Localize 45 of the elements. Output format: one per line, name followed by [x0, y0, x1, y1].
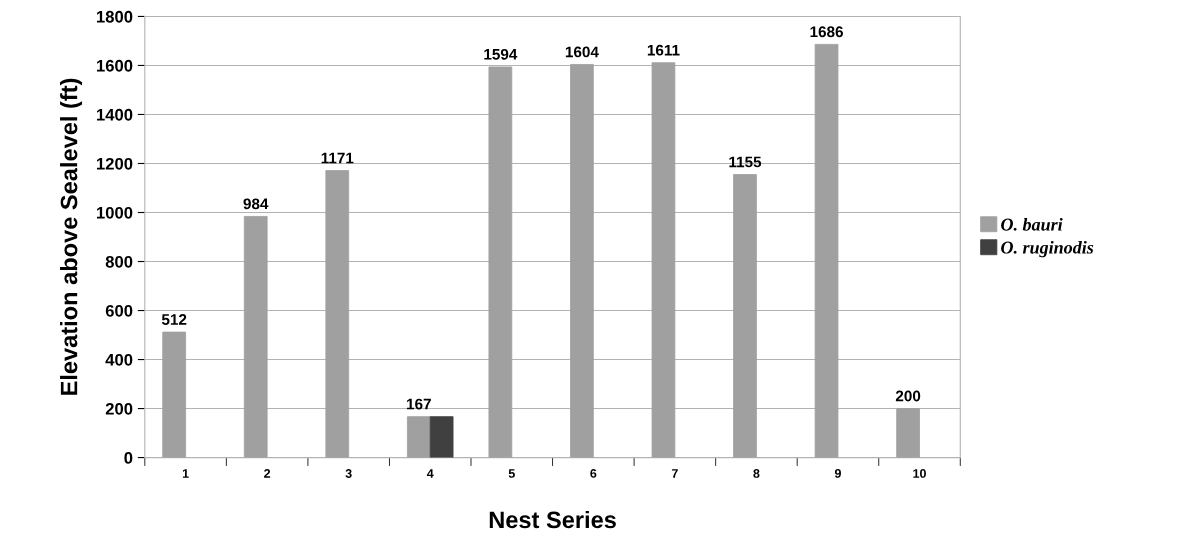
data-label: 1171: [321, 152, 354, 164]
bar: [429, 416, 454, 458]
x-tick-label: 2: [264, 469, 271, 478]
y-tick-label: 400: [105, 353, 133, 366]
bar: [325, 170, 350, 458]
data-label: 1686: [810, 26, 843, 38]
x-tick-label: 6: [590, 469, 597, 478]
x-tick-label: 9: [834, 469, 841, 478]
data-label: 512: [161, 314, 187, 325]
bar: [814, 43, 839, 458]
bar: [406, 416, 431, 458]
x-tick-label: 3: [345, 469, 352, 478]
y-tick-label: 1600: [96, 59, 133, 72]
bar: [162, 331, 187, 458]
data-label: 200: [895, 390, 921, 402]
data-label: 167: [407, 398, 431, 410]
bar: [488, 66, 513, 458]
x-tick-label: 1: [182, 469, 189, 478]
y-tick-label: 800: [105, 255, 133, 268]
data-label: 1604: [565, 46, 599, 58]
bar: [733, 174, 757, 458]
y-tick-label: 1400: [96, 108, 133, 121]
x-axis-title: Nest Series: [489, 510, 616, 529]
x-tick-label: 10: [913, 469, 926, 478]
bar: [651, 62, 676, 458]
bar: [243, 216, 268, 458]
bar: [896, 408, 920, 458]
x-tick-label: 7: [671, 469, 678, 478]
legend-label: O. bauri: [1001, 217, 1063, 231]
data-label: 984: [243, 198, 269, 210]
data-label: 1611: [647, 44, 680, 56]
x-tick-label: 4: [426, 469, 434, 478]
y-tick-label: 600: [105, 304, 133, 317]
x-tick-label: 8: [753, 469, 760, 478]
bar: [570, 64, 594, 458]
x-tick-label: 5: [508, 469, 515, 478]
y-tick-label: 200: [105, 402, 133, 415]
y-axis-title: Elevation above Sealevel (ft): [60, 78, 83, 395]
y-tick-label: 1200: [96, 157, 133, 170]
data-label: 1594: [484, 48, 518, 60]
y-tick-label: 1000: [96, 206, 133, 219]
y-tick-label: 1800: [96, 10, 133, 23]
data-label: 1155: [729, 156, 762, 168]
y-tick-label: 0: [124, 451, 133, 464]
legend-label: O. ruginodis: [1001, 240, 1094, 258]
